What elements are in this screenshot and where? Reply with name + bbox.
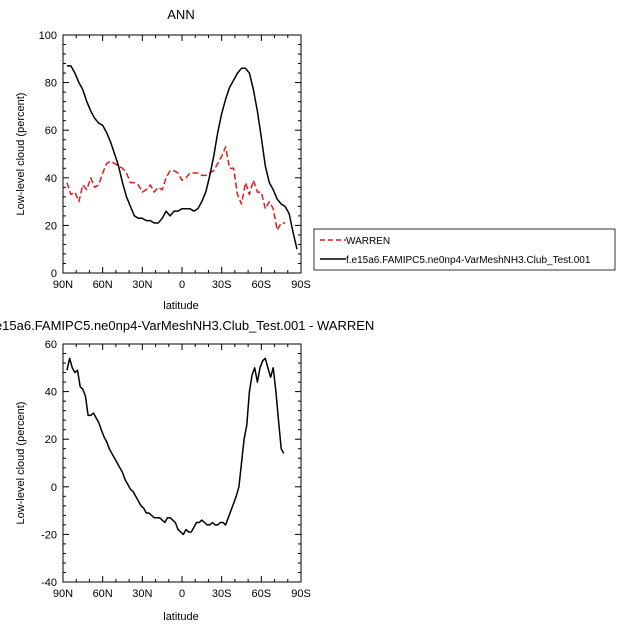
bottom-y-tick-label: 40 [45, 387, 57, 399]
top-x-tick-label: 60S [252, 279, 272, 291]
bottom-plot-frame [62, 343, 302, 583]
legend-label-model: f.e15a6.FAMIPC5.ne0np4-VarMeshNH3.Club_T… [346, 255, 591, 266]
bottom-y-axis-label: Low-level cloud (percent) [15, 402, 27, 525]
top-x-axis-label: latitude [163, 300, 198, 312]
bottom-y-tick-label: -40 [41, 577, 57, 589]
top-y-tick-label: 20 [45, 220, 57, 232]
bottom-x-tick-label: 60N [93, 588, 113, 600]
legend-label-warren: WARREN [346, 236, 390, 247]
top-y-axis-label: Low-level cloud (percent) [15, 93, 27, 216]
top-y-tick-label: 60 [45, 125, 57, 137]
bottom-x-tick-label: 90S [291, 588, 311, 600]
bottom-x-axis-label: latitude [163, 611, 198, 623]
legend-frame [313, 228, 616, 271]
top-y-tick-label: 80 [45, 78, 57, 90]
top-series-line-warren [66, 146, 286, 231]
bottom-x-tick-label: 90N [53, 588, 73, 600]
bottom-x-tick-label: 30N [132, 588, 152, 600]
top-x-tick-label: 30N [132, 279, 152, 291]
bottom-x-tick-label: 60S [252, 588, 272, 600]
bottom-series-line-difference [66, 357, 285, 536]
top-x-tick-label: 30S [212, 279, 232, 291]
top-x-tick-label: 60N [93, 279, 113, 291]
bottom-y-tick-label: 20 [45, 434, 57, 446]
top-panel: ANN 90N 60N 30N 0 30S 60S 90S 0 20 40 60 80 100 lati… [15, 7, 311, 312]
bottom-x-tick-label: 30S [212, 588, 232, 600]
bottom-x-tick-label: 0 [179, 588, 185, 600]
bottom-y-tick-label: -20 [41, 529, 57, 541]
bottom-y-tick-label: 0 [51, 482, 57, 494]
top-chart-title: ANN [167, 7, 194, 22]
top-y-tick-label: 40 [45, 173, 57, 185]
top-x-tick-label: 90S [291, 279, 311, 291]
legend: WARREN f.e15a6.FAMIPC5.ne0np4-VarMeshNH3… [313, 228, 616, 271]
top-y-tick-label: 100 [39, 30, 57, 42]
bottom-chart-title: f.e15a6.FAMIPC5.ne0np4-VarMeshNH3.Club_T… [0, 318, 374, 333]
top-x-tick-label: 0 [179, 279, 185, 291]
top-plot-frame [62, 34, 302, 274]
top-series-line-model [67, 65, 298, 250]
top-y-tick-label: 0 [51, 268, 57, 280]
bottom-y-tick-label: 60 [45, 339, 57, 351]
top-x-tick-label: 90N [53, 279, 73, 291]
bottom-panel: f.e15a6.FAMIPC5.ne0np4-VarMeshNH3.Club_T… [0, 318, 374, 623]
